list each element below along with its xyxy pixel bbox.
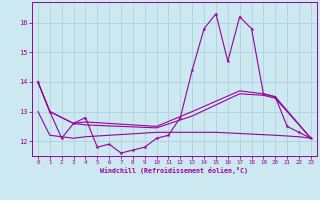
X-axis label: Windchill (Refroidissement éolien,°C): Windchill (Refroidissement éolien,°C) (100, 167, 248, 174)
